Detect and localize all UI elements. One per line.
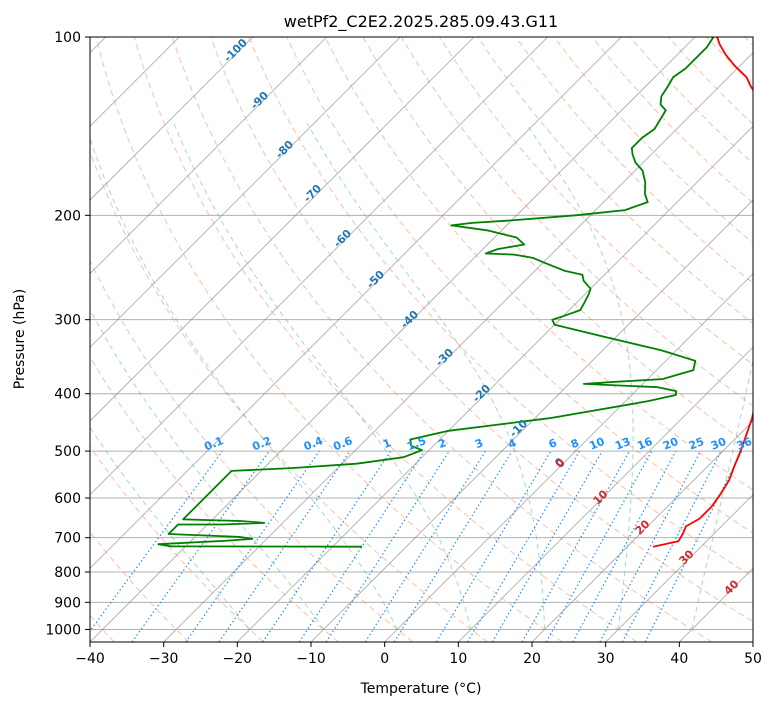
- isotherm-line: [90, 37, 254, 201]
- dry-adiabat: [90, 259, 414, 642]
- isotherm-line: [90, 37, 401, 348]
- mixing-ratio-line: [393, 450, 513, 642]
- y-tick-label: 300: [54, 313, 81, 329]
- mixing-ratio-line: [572, 450, 677, 642]
- moist-adiabat: [90, 136, 398, 630]
- isotherm-line: [90, 37, 548, 496]
- mixing-ratio-line: [491, 450, 603, 642]
- y-tick-label: 200: [54, 208, 81, 224]
- dry-adiabat: [286, 37, 753, 534]
- y-tick-label: 500: [54, 444, 81, 460]
- moist-adiabat: [90, 308, 325, 630]
- mixing-ratio-label: 1: [381, 436, 393, 451]
- dry-adiabat: [171, 37, 712, 642]
- dry-adiabat: [90, 445, 264, 642]
- plot-frame: [89, 36, 754, 643]
- dewpoint-profile: [157, 37, 715, 548]
- profile-lines: [157, 37, 753, 548]
- y-axis-label: Pressure (hPa): [12, 289, 28, 389]
- x-tick-label: 30: [597, 651, 615, 667]
- y-tick-label: 700: [54, 531, 81, 547]
- mixing-ratio-line: [435, 450, 552, 642]
- x-tick-label: −30: [149, 651, 179, 667]
- y-tick-label: 600: [54, 491, 81, 507]
- moist-adiabat: [173, 123, 472, 630]
- isotherm-line: [605, 494, 753, 642]
- mixing-ratio-label: 3: [473, 436, 485, 451]
- mixing-ratio-label: 25: [687, 435, 706, 453]
- dry-adiabat: [248, 37, 753, 578]
- mixing-ratio-label: 13: [613, 435, 632, 453]
- isotherm-line: [531, 420, 753, 642]
- isotherm-line: [90, 37, 475, 422]
- dry-adiabat: [133, 37, 638, 642]
- moist-adiabat: [525, 123, 634, 630]
- isotherm-line: [752, 641, 753, 642]
- dry-adiabat: [95, 37, 563, 642]
- y-tick-label: 100: [54, 30, 81, 46]
- mixing-ratio-line: [545, 450, 653, 642]
- dry-adiabat: [90, 356, 339, 642]
- x-tick-label: −40: [75, 651, 105, 667]
- plot-background: [90, 37, 753, 642]
- mixing-ratio-label: 8: [569, 436, 581, 451]
- mixing-ratio-label: 36: [735, 435, 754, 453]
- mixing-ratio-line: [466, 450, 580, 642]
- isotherm-line: [163, 52, 753, 642]
- dry-adiabat: [515, 37, 753, 284]
- dry-adiabat: [324, 37, 753, 491]
- x-tick-label: 20: [523, 651, 541, 667]
- isotherm-line: [90, 37, 696, 642]
- isotherm-line: [237, 125, 753, 642]
- x-tick-label: 40: [670, 651, 688, 667]
- x-tick-label: −20: [223, 651, 253, 667]
- dry-adiabat: [210, 37, 753, 623]
- chart-title: wetPf2_C2E2.2025.285.09.43.G11: [284, 12, 558, 32]
- mixing-ratio-line: [325, 450, 450, 642]
- mixing-ratio-label: 30: [709, 435, 728, 453]
- isotherm-line: [384, 273, 753, 642]
- mixing-ratio-label: 20: [661, 435, 680, 453]
- mixing-ratio-label: 10: [587, 435, 606, 453]
- temperature-profile: [652, 37, 753, 548]
- x-tick-label: 0: [380, 651, 389, 667]
- isotherm-line: [458, 346, 753, 642]
- mixing-ratio-line: [218, 450, 351, 642]
- axis-ticks: −40 −30 −20 −10 0 10 20 30 40 50 100 200 300 400 500 60…: [45, 30, 762, 667]
- y-tick-label: 400: [54, 387, 81, 403]
- mixing-ratio-line: [521, 450, 631, 642]
- y-tick-label: 800: [54, 565, 81, 581]
- x-tick-label: 10: [449, 651, 467, 667]
- mixing-ratio-label: 2: [436, 436, 448, 451]
- y-tick-label: 1000: [45, 622, 81, 638]
- mixing-ratio-label: 16: [635, 435, 654, 453]
- isotherm-line: [90, 37, 622, 569]
- y-tick-label: 900: [54, 595, 81, 611]
- mixing-ratio-line: [364, 450, 486, 642]
- x-tick-label: −10: [296, 651, 326, 667]
- isotherm-line: [90, 37, 327, 275]
- x-tick-label: 50: [744, 651, 762, 667]
- moist-adiabat: [307, 123, 546, 630]
- x-axis-label: Temperature (°C): [360, 681, 482, 697]
